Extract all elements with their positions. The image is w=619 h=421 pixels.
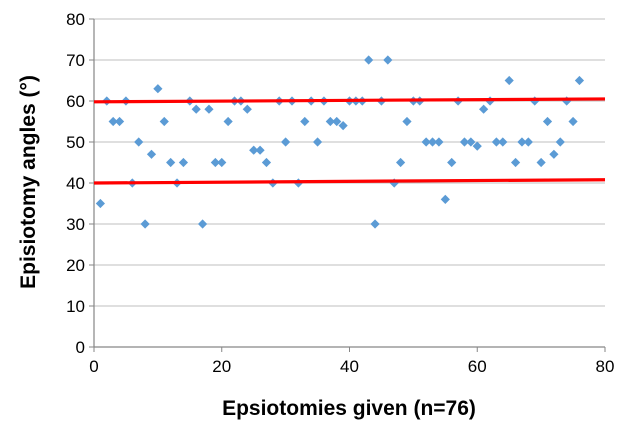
data-point xyxy=(197,219,208,229)
data-point xyxy=(459,137,470,147)
data-point xyxy=(178,157,189,168)
y-tick-label: 30 xyxy=(66,215,85,234)
x-tick-label: 80 xyxy=(596,357,615,376)
x-tick-label: 0 xyxy=(89,357,98,376)
data-point xyxy=(574,75,585,86)
data-point xyxy=(114,116,125,127)
y-tick-label: 60 xyxy=(66,92,85,111)
tick-labels: 0 10 20 30 40 50 60 70 80 0 20 40 60 80 xyxy=(66,10,614,376)
data-point xyxy=(134,137,144,147)
data-point xyxy=(396,157,406,168)
data-point xyxy=(108,116,118,127)
data-point xyxy=(166,157,176,168)
y-tick-label: 40 xyxy=(66,174,85,193)
data-point xyxy=(191,104,201,114)
data-point xyxy=(536,157,546,168)
data-point xyxy=(542,116,553,127)
y-tick-label: 20 xyxy=(66,256,85,275)
reference-line xyxy=(93,178,606,185)
data-point xyxy=(338,121,348,131)
x-tick-label: 60 xyxy=(468,357,487,376)
data-point xyxy=(510,157,521,168)
data-point xyxy=(568,116,578,127)
data-point xyxy=(530,96,540,106)
data-point xyxy=(204,104,214,114)
x-tick-label: 20 xyxy=(212,357,231,376)
y-tick-label: 0 xyxy=(76,338,85,357)
data-point xyxy=(402,116,412,127)
data-point xyxy=(332,116,342,127)
data-point xyxy=(312,137,323,147)
data-point xyxy=(261,157,272,168)
data-point xyxy=(255,145,265,155)
data-point xyxy=(427,137,438,147)
data-point xyxy=(472,141,482,151)
data-point xyxy=(421,137,431,147)
data-point xyxy=(479,104,489,114)
data-point xyxy=(389,178,399,188)
data-point xyxy=(146,149,157,159)
y-tick-label: 10 xyxy=(66,297,85,316)
data-point xyxy=(434,137,444,147)
data-point xyxy=(370,219,380,229)
data-point xyxy=(466,137,476,147)
data-point xyxy=(498,137,508,147)
data-point xyxy=(223,116,233,127)
y-tick-label: 80 xyxy=(66,10,85,29)
data-point xyxy=(325,116,335,127)
data-point xyxy=(242,104,252,114)
y-tick-label: 70 xyxy=(66,51,85,70)
y-tick-label: 50 xyxy=(66,133,85,152)
data-point xyxy=(549,149,559,159)
data-point xyxy=(491,137,502,147)
data-point xyxy=(364,55,374,65)
data-point xyxy=(159,116,169,127)
data-point xyxy=(523,137,533,147)
data-point xyxy=(140,219,150,229)
data-point xyxy=(447,157,457,168)
axes xyxy=(89,18,606,352)
data-point xyxy=(517,137,527,147)
data-point xyxy=(281,137,291,147)
data-points xyxy=(95,55,585,229)
data-point xyxy=(153,84,163,94)
data-point xyxy=(217,157,227,168)
data-point xyxy=(300,116,310,127)
data-point xyxy=(95,198,105,209)
data-point xyxy=(562,96,572,106)
data-point xyxy=(555,137,565,147)
reference-line xyxy=(93,97,606,104)
data-point xyxy=(504,75,514,86)
x-axis-title: Epsiotomies given (n=76) xyxy=(222,397,476,420)
y-axis-title: Episiotomy angles (°) xyxy=(17,75,40,289)
data-point xyxy=(249,145,259,155)
data-point xyxy=(440,194,450,204)
x-tick-label: 40 xyxy=(340,357,359,376)
data-point xyxy=(210,157,220,168)
data-point xyxy=(383,55,393,65)
reference-lines xyxy=(93,97,606,185)
